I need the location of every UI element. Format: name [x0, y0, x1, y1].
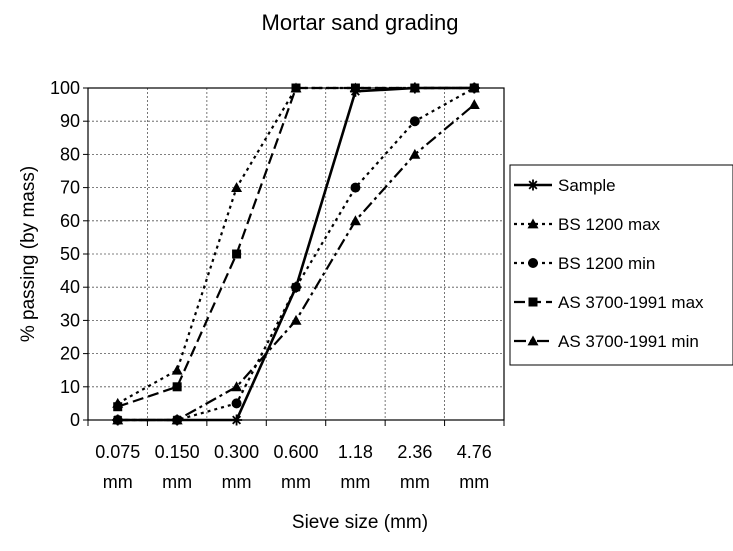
series-3-point-0 [113, 402, 123, 412]
legend-item-2: BS 1200 min [514, 254, 655, 273]
legend-label-4: AS 3700-1991 min [558, 332, 699, 351]
legend-marker-0 [527, 179, 539, 191]
series-4-point-5 [409, 148, 421, 159]
y-tick-label-8: 80 [60, 144, 80, 164]
legend: Sample BS 1200 max BS 1200 min AS 3700-1991… [509, 164, 733, 366]
legend-label-2: BS 1200 min [558, 254, 655, 273]
series-4-point-6 [468, 99, 480, 109]
series-2-point-5 [409, 116, 420, 127]
chart-title: Mortar sand grading [262, 10, 459, 35]
legend-item-1: BS 1200 max [514, 215, 661, 234]
legend-item-3: AS 3700-1991 max [514, 293, 704, 312]
series-3-point-2 [232, 249, 242, 259]
series-4-point-4 [349, 215, 361, 226]
y-tick-label-1: 10 [60, 377, 80, 397]
series-line-4 [117, 103, 475, 422]
y-axis-label: % passing (by mass) [18, 166, 39, 342]
series-4-point-0 [112, 414, 124, 425]
y-tick-label-6: 60 [60, 211, 80, 231]
legend-marker-3 [528, 297, 538, 307]
legend-label-0: Sample [558, 176, 616, 195]
series-line-3 [117, 86, 475, 408]
y-tick-label-5: 50 [60, 244, 80, 264]
legend-label-1: BS 1200 max [558, 215, 661, 234]
series-group [112, 82, 480, 426]
legend-item-0: Sample [514, 176, 616, 195]
series-3-point-1 [172, 382, 182, 392]
series-3 [113, 83, 479, 412]
series-4-point-3 [290, 314, 302, 325]
series-2-point-3 [291, 282, 301, 293]
series-3-point-6 [469, 83, 479, 93]
x-tick-label-1: 0.150 mm [155, 442, 200, 492]
y-tick-label-10: 100 [50, 78, 80, 98]
x-tick-label-3: 0.600 mm [273, 442, 318, 492]
legend-label-3: AS 3700-1991 max [558, 293, 704, 312]
y-tick-label-0: 0 [70, 410, 80, 430]
gridlines [88, 88, 504, 420]
x-axis-ticks: 0.075 mm 0.150 mm 0.300 mm 0.600 mm 1.18 mm 2.36 mm… [87, 420, 505, 492]
legend-marker-1 [527, 218, 539, 229]
x-tick-label-4: 1.18 mm [338, 442, 373, 492]
x-tick-label-0: 0.075 mm [95, 442, 140, 492]
series-3-point-5 [410, 83, 420, 93]
legend-marker-4 [527, 335, 539, 346]
series-line-1 [117, 86, 475, 405]
series-4 [112, 99, 480, 425]
series-4-point-1 [171, 414, 183, 425]
y-tick-label-9: 90 [60, 111, 80, 131]
x-axis-label: Sieve size (mm) [292, 512, 428, 533]
x-tick-label-6: 4.76 mm [457, 442, 492, 492]
series-3-point-4 [350, 83, 360, 93]
series-4-point-2 [231, 381, 243, 392]
y-tick-label-7: 70 [60, 178, 80, 198]
y-tick-label-2: 20 [60, 344, 80, 364]
series-1-point-1 [171, 364, 183, 375]
legend-item-4: AS 3700-1991 min [514, 332, 699, 351]
series-0-point-2 [231, 414, 243, 426]
legend-box [509, 164, 733, 366]
series-2-point-4 [350, 182, 361, 193]
legend-marker-2 [528, 258, 538, 268]
series-1-point-2 [231, 182, 243, 192]
x-tick-label-2: 0.300 mm [214, 442, 259, 492]
series-1 [112, 82, 480, 408]
series-3-point-3 [291, 83, 301, 93]
x-tick-label-5: 2.36 mm [397, 442, 432, 492]
series-2-point-2 [231, 398, 242, 409]
y-tick-label-4: 40 [60, 277, 80, 297]
y-axis-ticks: 0 10 20 30 40 50 60 70 80 90 100 [50, 78, 88, 430]
y-tick-label-3: 30 [60, 310, 80, 330]
